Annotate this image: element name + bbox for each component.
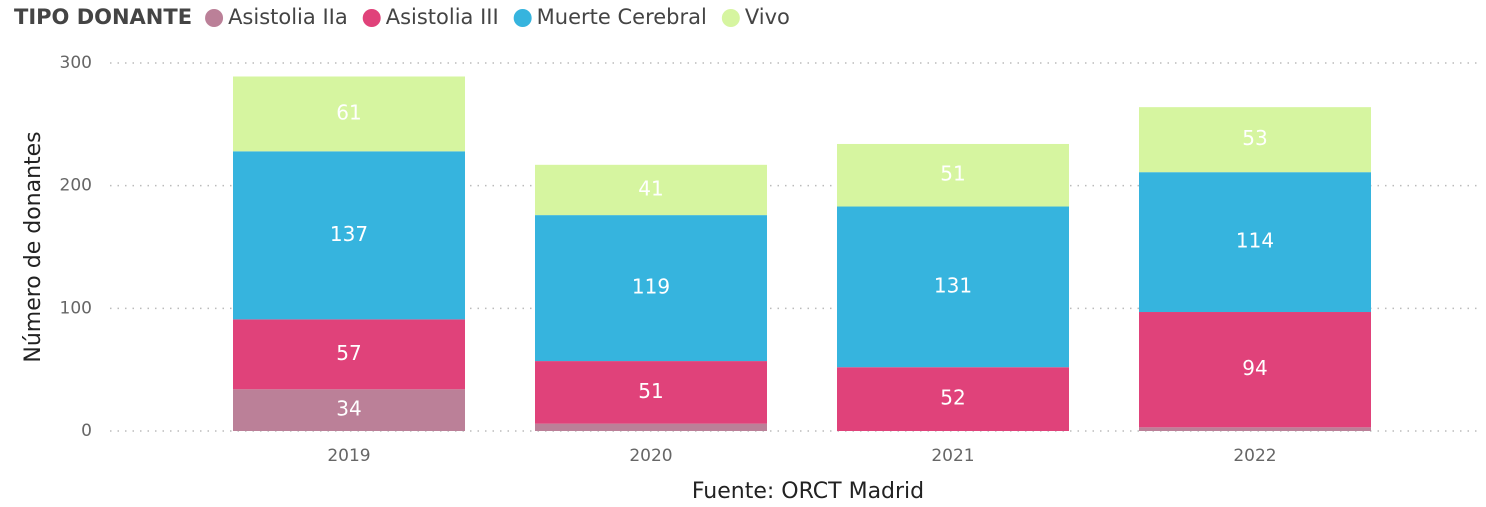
data-label: 53 <box>1242 126 1267 150</box>
data-label: 137 <box>330 222 368 246</box>
bar-segment <box>233 76 465 152</box>
bar-segment <box>837 143 1069 207</box>
y-tick-label: 200 <box>60 176 92 196</box>
data-label: 51 <box>638 379 663 403</box>
bar-segment <box>535 423 767 431</box>
x-tick-label: 2021 <box>931 446 974 466</box>
data-label: 57 <box>336 341 361 365</box>
legend-title: TIPO DONANTE <box>14 5 192 29</box>
data-label: 119 <box>632 275 670 299</box>
x-tick-label: 2019 <box>327 446 370 466</box>
data-label: 114 <box>1236 229 1274 253</box>
bar-segment <box>233 389 465 431</box>
y-tick-label: 300 <box>60 53 92 73</box>
legend-label: Vivo <box>745 5 790 29</box>
legend-label: Muerte Cerebral <box>537 5 707 29</box>
x-tick-label: 2020 <box>629 446 672 466</box>
y-axis-label: Número de donantes <box>21 131 46 362</box>
data-label: 94 <box>1242 356 1267 380</box>
data-label: 52 <box>940 386 965 410</box>
legend-marker <box>362 9 381 27</box>
bar-segment <box>837 367 1069 431</box>
x-axis-label: Fuente: ORCT Madrid <box>692 479 924 504</box>
legend-marker <box>513 9 532 27</box>
data-label: 51 <box>940 162 965 186</box>
bar-segment <box>1139 172 1371 313</box>
legend-label: Asistolia IIa <box>228 5 348 29</box>
data-label: 41 <box>638 176 663 200</box>
legend-marker <box>205 9 224 27</box>
bar-segment <box>233 151 465 320</box>
bar-segment <box>1139 107 1371 173</box>
bar-segment <box>535 164 767 216</box>
bar-segment <box>837 206 1069 368</box>
y-tick-label: 100 <box>60 298 92 318</box>
data-label: 34 <box>336 397 361 421</box>
data-label: 61 <box>336 100 361 124</box>
bar-segment <box>233 319 465 390</box>
bar-segment <box>535 361 767 424</box>
y-tick-label: 0 <box>81 421 92 441</box>
legend-label: Asistolia III <box>386 5 499 29</box>
bar-segment <box>535 215 767 362</box>
x-tick-label: 2022 <box>1233 446 1276 466</box>
data-label: 131 <box>934 273 972 297</box>
legend-marker <box>721 9 740 27</box>
bar-segment <box>1139 427 1371 431</box>
bar-segment <box>1139 312 1371 428</box>
